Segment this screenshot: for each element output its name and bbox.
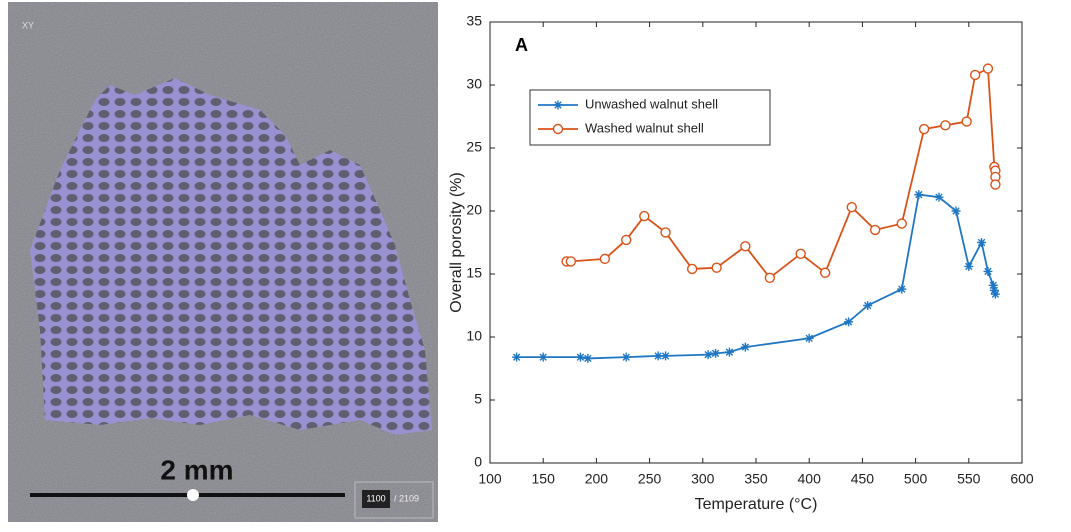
point (940, 120, 951, 131)
slice-box (354, 481, 434, 519)
point (795, 248, 806, 260)
point (951, 206, 961, 216)
point (990, 289, 1000, 299)
y-tick-label: 10 (466, 328, 482, 344)
legend-marker (552, 123, 564, 135)
point (977, 238, 987, 247)
point (621, 352, 631, 362)
point (740, 241, 751, 252)
y-tick-label: 15 (466, 265, 482, 281)
sample (30, 78, 432, 435)
point (897, 284, 907, 294)
point (869, 224, 881, 236)
x-tick-label: 450 (851, 471, 875, 487)
x-axis-label: Temperature (°C) (695, 496, 818, 513)
y-axis-label: Overall porosity (%) (448, 172, 465, 312)
x-tick-label: 100 (478, 471, 502, 487)
y-tick-label: 35 (466, 13, 482, 29)
point (740, 342, 750, 352)
point (764, 272, 776, 283)
legend-label: Washed walnut shell (585, 120, 704, 135)
point (961, 116, 972, 127)
point (863, 301, 873, 310)
x-tick-label: 350 (744, 471, 768, 487)
point (711, 262, 722, 273)
point (575, 352, 585, 362)
panel-label: A (515, 35, 528, 55)
x-tick-label: 400 (798, 471, 822, 487)
y-tick-label: 30 (466, 76, 482, 92)
x-tick-label: 250 (638, 471, 662, 487)
legend-box (529, 89, 771, 146)
point (804, 333, 814, 343)
x-tick-label: 300 (691, 471, 715, 487)
point (846, 202, 857, 213)
y-tick-label: 25 (466, 139, 482, 155)
point (914, 190, 924, 200)
x-tick-label: 600 (1010, 471, 1034, 487)
y-tick-label: 0 (474, 454, 482, 470)
y-tick-label: 20 (466, 202, 482, 218)
point (983, 266, 993, 276)
point (583, 353, 593, 363)
slice-total: / 2109 (394, 493, 419, 503)
point (620, 234, 632, 246)
x-tick-label: 200 (585, 471, 609, 487)
point (844, 317, 854, 327)
point (538, 352, 548, 362)
point (711, 348, 721, 358)
point (988, 280, 998, 290)
point (969, 69, 981, 81)
point (639, 210, 650, 222)
x-tick-label: 150 (532, 471, 556, 487)
point (896, 218, 907, 229)
point (819, 267, 831, 278)
slice-current: 1100 (366, 493, 385, 503)
view-label: XY (22, 20, 34, 30)
slider-thumb[interactable] (187, 489, 199, 501)
point (934, 192, 944, 202)
point (964, 261, 974, 271)
point (989, 285, 999, 295)
legend-marker (553, 100, 563, 110)
scale-label: 2 mm (160, 454, 233, 485)
point (703, 350, 713, 360)
y-tick-label: 5 (474, 391, 482, 407)
point (982, 63, 994, 74)
point (724, 347, 734, 357)
point (512, 352, 522, 362)
micrograph: XY 2 mm 1100 / 2109 (8, 2, 438, 522)
legend-label: Unwashed walnut shell (585, 96, 718, 111)
point (686, 263, 698, 275)
point (661, 351, 671, 361)
point (565, 256, 577, 267)
plot-frame (489, 21, 1023, 464)
series-line (516, 193, 997, 360)
point (599, 253, 611, 265)
point (653, 351, 663, 361)
x-tick-label: 500 (904, 471, 928, 487)
x-tick-label: 550 (957, 471, 981, 487)
point (918, 123, 930, 135)
point (990, 179, 1001, 190)
slice-current-box[interactable] (362, 490, 390, 508)
point (660, 227, 671, 238)
